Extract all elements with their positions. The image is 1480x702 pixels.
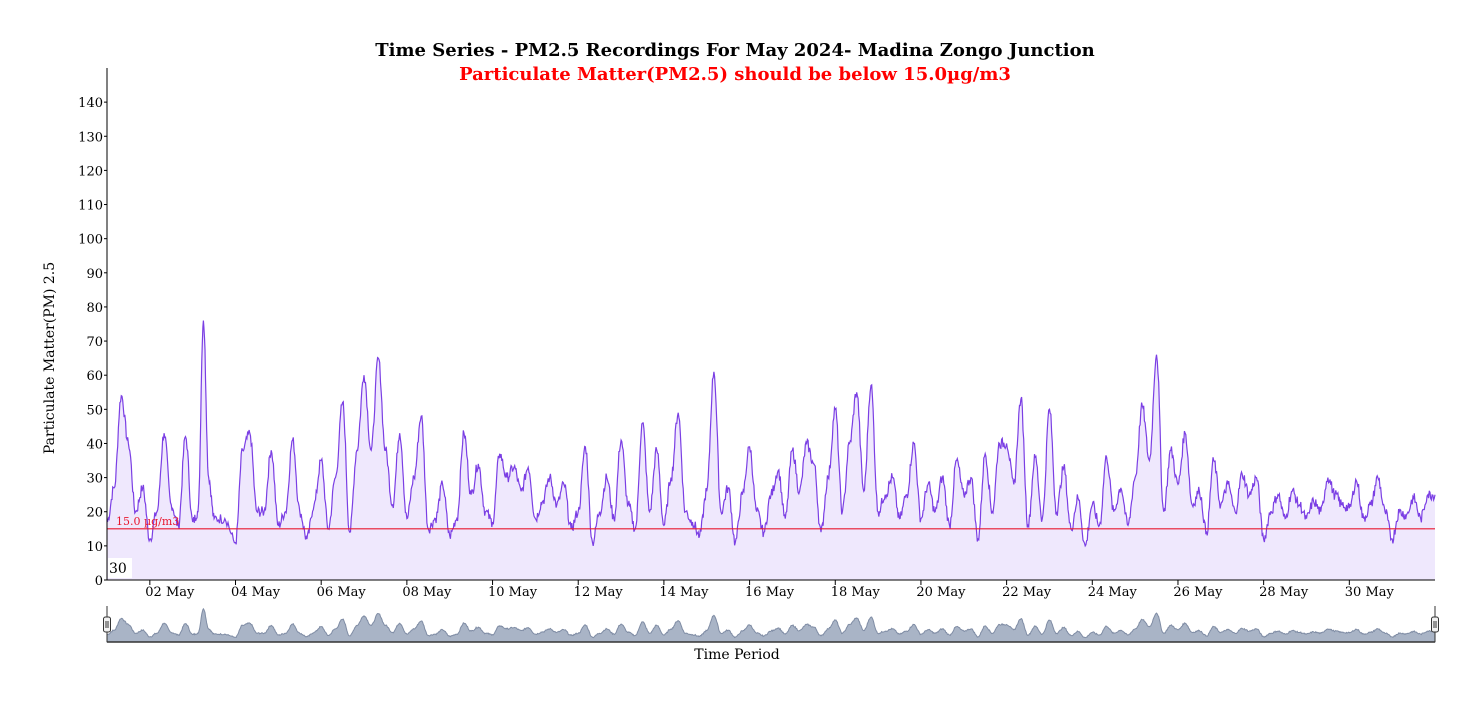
overlay-value-box <box>108 558 132 578</box>
y-tick-label: 110 <box>78 199 103 214</box>
chart-title: Time Series - PM2.5 Recordings For May 2… <box>375 40 1095 61</box>
chart-subtitle: Particulate Matter(PM2.5) should be belo… <box>459 64 1011 85</box>
y-tick-label: 20 <box>86 506 103 521</box>
time-navigator[interactable] <box>103 606 1439 643</box>
y-tick-label: 0 <box>95 574 103 589</box>
series-area-fill <box>107 320 1435 580</box>
threshold-label: 15.0 µg/m3 <box>116 515 179 528</box>
y-axis-label: Particulate Matter(PM) 2.5 <box>42 262 58 454</box>
x-tick-label: 16 May <box>745 585 795 600</box>
y-tick-label: 130 <box>78 130 103 145</box>
x-axis-ticks: 02 May 04 May 06 May 08 May 10 May 12 May 14 M… <box>145 580 1395 600</box>
x-tick-label: 12 May <box>574 585 624 600</box>
x-tick-label: 28 May <box>1259 585 1309 600</box>
y-tick-label: 40 <box>86 437 103 452</box>
x-tick-label: 18 May <box>831 585 881 600</box>
y-tick-label: 90 <box>86 267 103 282</box>
y-tick-label: 30 <box>86 472 103 487</box>
drag-handle-icon[interactable] <box>1431 616 1439 633</box>
navigator-area <box>106 607 1436 643</box>
y-tick-label: 60 <box>86 369 103 384</box>
overlay-value-text: 30 <box>109 561 127 577</box>
y-tick-label: 140 <box>78 96 103 111</box>
x-tick-label: 24 May <box>1088 585 1138 600</box>
y-tick-label: 100 <box>78 233 103 248</box>
x-tick-label: 04 May <box>231 585 281 600</box>
x-tick-label: 30 May <box>1345 585 1395 600</box>
x-tick-label: 14 May <box>659 585 709 600</box>
x-tick-label: 22 May <box>1002 585 1052 600</box>
y-tick-label: 50 <box>86 403 103 418</box>
x-tick-label: 26 May <box>1173 585 1223 600</box>
y-tick-label: 70 <box>86 335 103 350</box>
x-tick-label: 10 May <box>488 585 538 600</box>
handle-grip[interactable] <box>103 616 111 633</box>
y-tick-label: 10 <box>86 540 103 555</box>
plot-area: 15.0 µg/m3 <box>106 68 1436 581</box>
x-tick-label: 02 May <box>145 585 195 600</box>
x-tick-label: 20 May <box>916 585 966 600</box>
x-axis-label: Time Period <box>694 647 780 663</box>
drag-handle-icon[interactable] <box>103 616 111 633</box>
handle-grip[interactable] <box>1431 616 1439 633</box>
x-tick-label: 06 May <box>317 585 367 600</box>
y-tick-label: 80 <box>86 301 103 316</box>
x-tick-label: 08 May <box>402 585 452 600</box>
y-tick-label: 120 <box>78 164 103 179</box>
y-axis-ticks: 0 10 20 30 40 50 60 70 80 90 100 110 120 130 140 <box>78 96 107 589</box>
